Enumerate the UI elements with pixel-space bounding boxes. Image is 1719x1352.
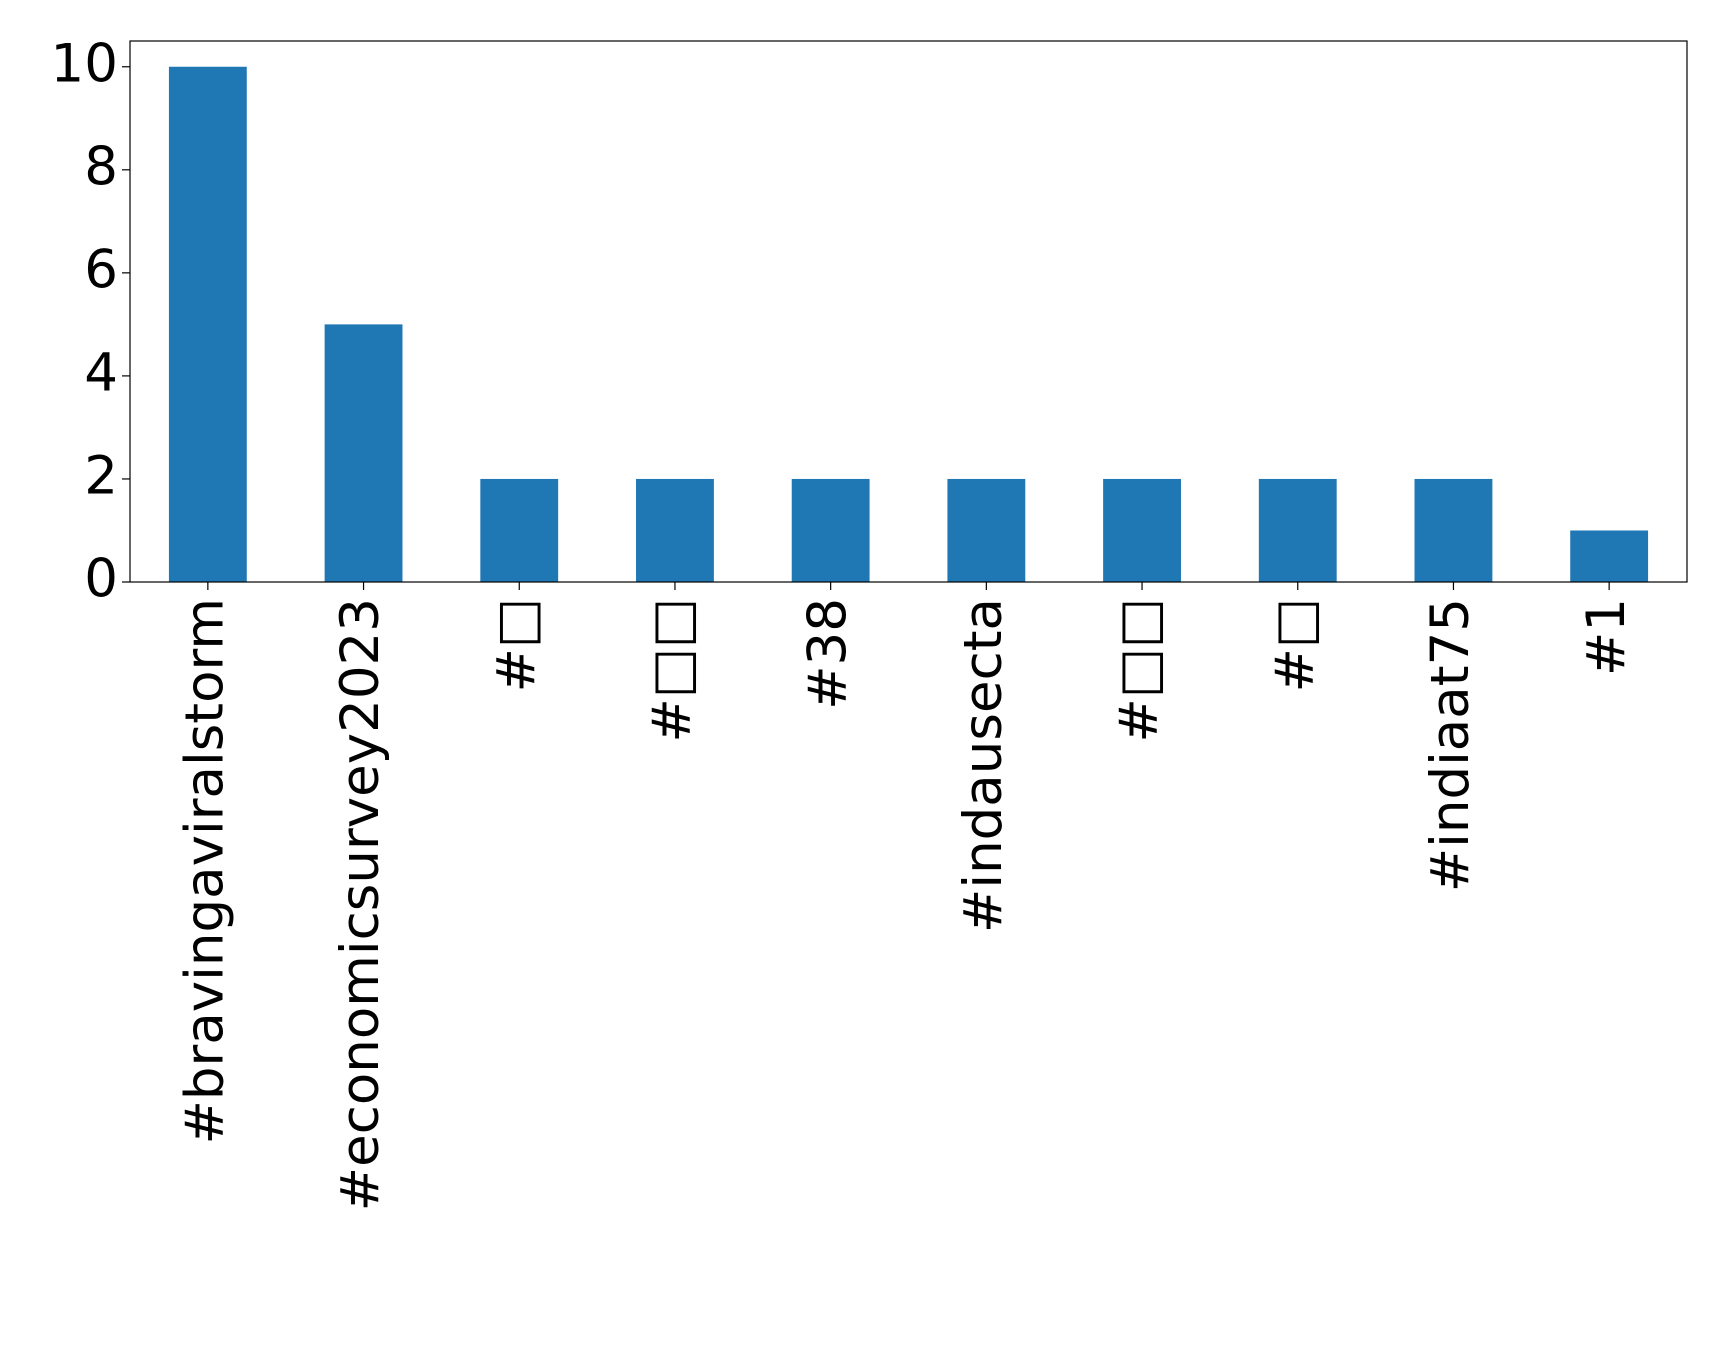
x-tick-label: #1 [1576, 598, 1637, 676]
y-tick-label: 2 [84, 446, 118, 507]
axes-frame [129, 40, 1688, 583]
y-tick-label: 8 [84, 136, 118, 197]
x-tick-label: #□□ [1109, 598, 1170, 743]
y-tick-label: 6 [84, 239, 118, 300]
x-tick-label: #38 [797, 598, 858, 710]
y-tick-label: 4 [84, 343, 118, 404]
bar [791, 478, 870, 582]
x-tick-label: #economicsurvey2023 [330, 598, 391, 1211]
bar [1103, 478, 1181, 582]
x-tick-label: #indiaat75 [1420, 598, 1481, 892]
bar [480, 478, 559, 582]
y-tick-label: 0 [84, 549, 118, 610]
bar [1414, 478, 1493, 582]
x-tick-label: #indausecta [953, 598, 1014, 933]
y-tick-label: 10 [51, 33, 118, 94]
x-tick-label: #□ [1264, 598, 1325, 692]
bar [636, 478, 714, 582]
bar [947, 478, 1026, 582]
bar [324, 324, 403, 582]
bar [168, 66, 247, 582]
x-tick-label: #□ [486, 598, 547, 692]
x-tick-label: #bravingaviralstorm [174, 598, 235, 1145]
x-tick-label: #□□ [642, 598, 703, 743]
bar [1258, 478, 1337, 582]
bar [1570, 530, 1649, 582]
